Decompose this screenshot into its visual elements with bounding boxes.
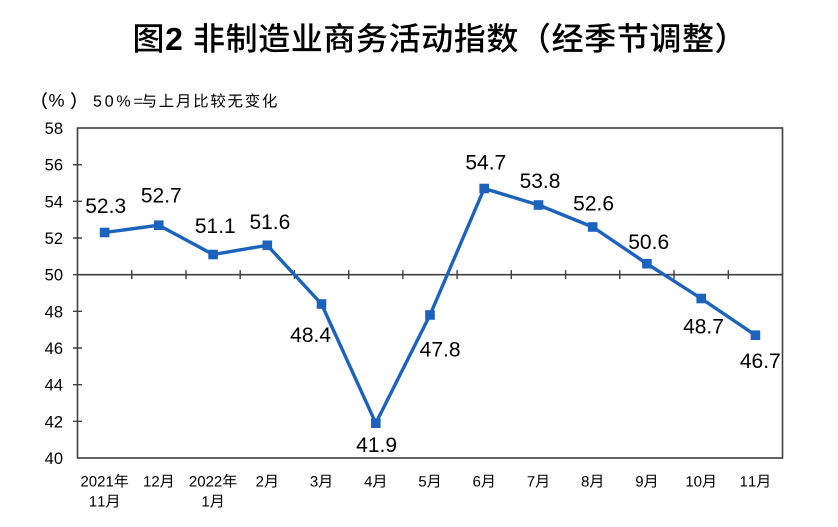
svg-text:51.6: 51.6 xyxy=(249,211,290,234)
svg-text:56: 56 xyxy=(45,157,63,175)
svg-text:46.7: 46.7 xyxy=(740,350,781,373)
svg-text:50.6: 50.6 xyxy=(628,231,669,254)
svg-text:48.7: 48.7 xyxy=(683,316,724,339)
svg-text:44: 44 xyxy=(45,377,63,395)
svg-text:52.3: 52.3 xyxy=(85,195,126,218)
svg-text:46: 46 xyxy=(45,340,63,358)
svg-text:48: 48 xyxy=(45,303,63,321)
svg-text:42: 42 xyxy=(45,413,63,431)
svg-text:50: 50 xyxy=(45,267,63,285)
svg-text:40: 40 xyxy=(45,450,63,468)
svg-text:47.8: 47.8 xyxy=(420,338,461,361)
svg-text:58: 58 xyxy=(45,120,63,138)
svg-text:41.9: 41.9 xyxy=(356,434,397,457)
svg-text:54.7: 54.7 xyxy=(465,152,506,175)
svg-text:52.6: 52.6 xyxy=(573,193,614,216)
svg-text:53.8: 53.8 xyxy=(520,170,561,193)
svg-text:51.1: 51.1 xyxy=(195,215,236,238)
svg-text:48.4: 48.4 xyxy=(290,324,331,347)
svg-text:54: 54 xyxy=(45,193,63,211)
svg-text:52.7: 52.7 xyxy=(141,185,182,208)
svg-text:52: 52 xyxy=(45,230,63,248)
